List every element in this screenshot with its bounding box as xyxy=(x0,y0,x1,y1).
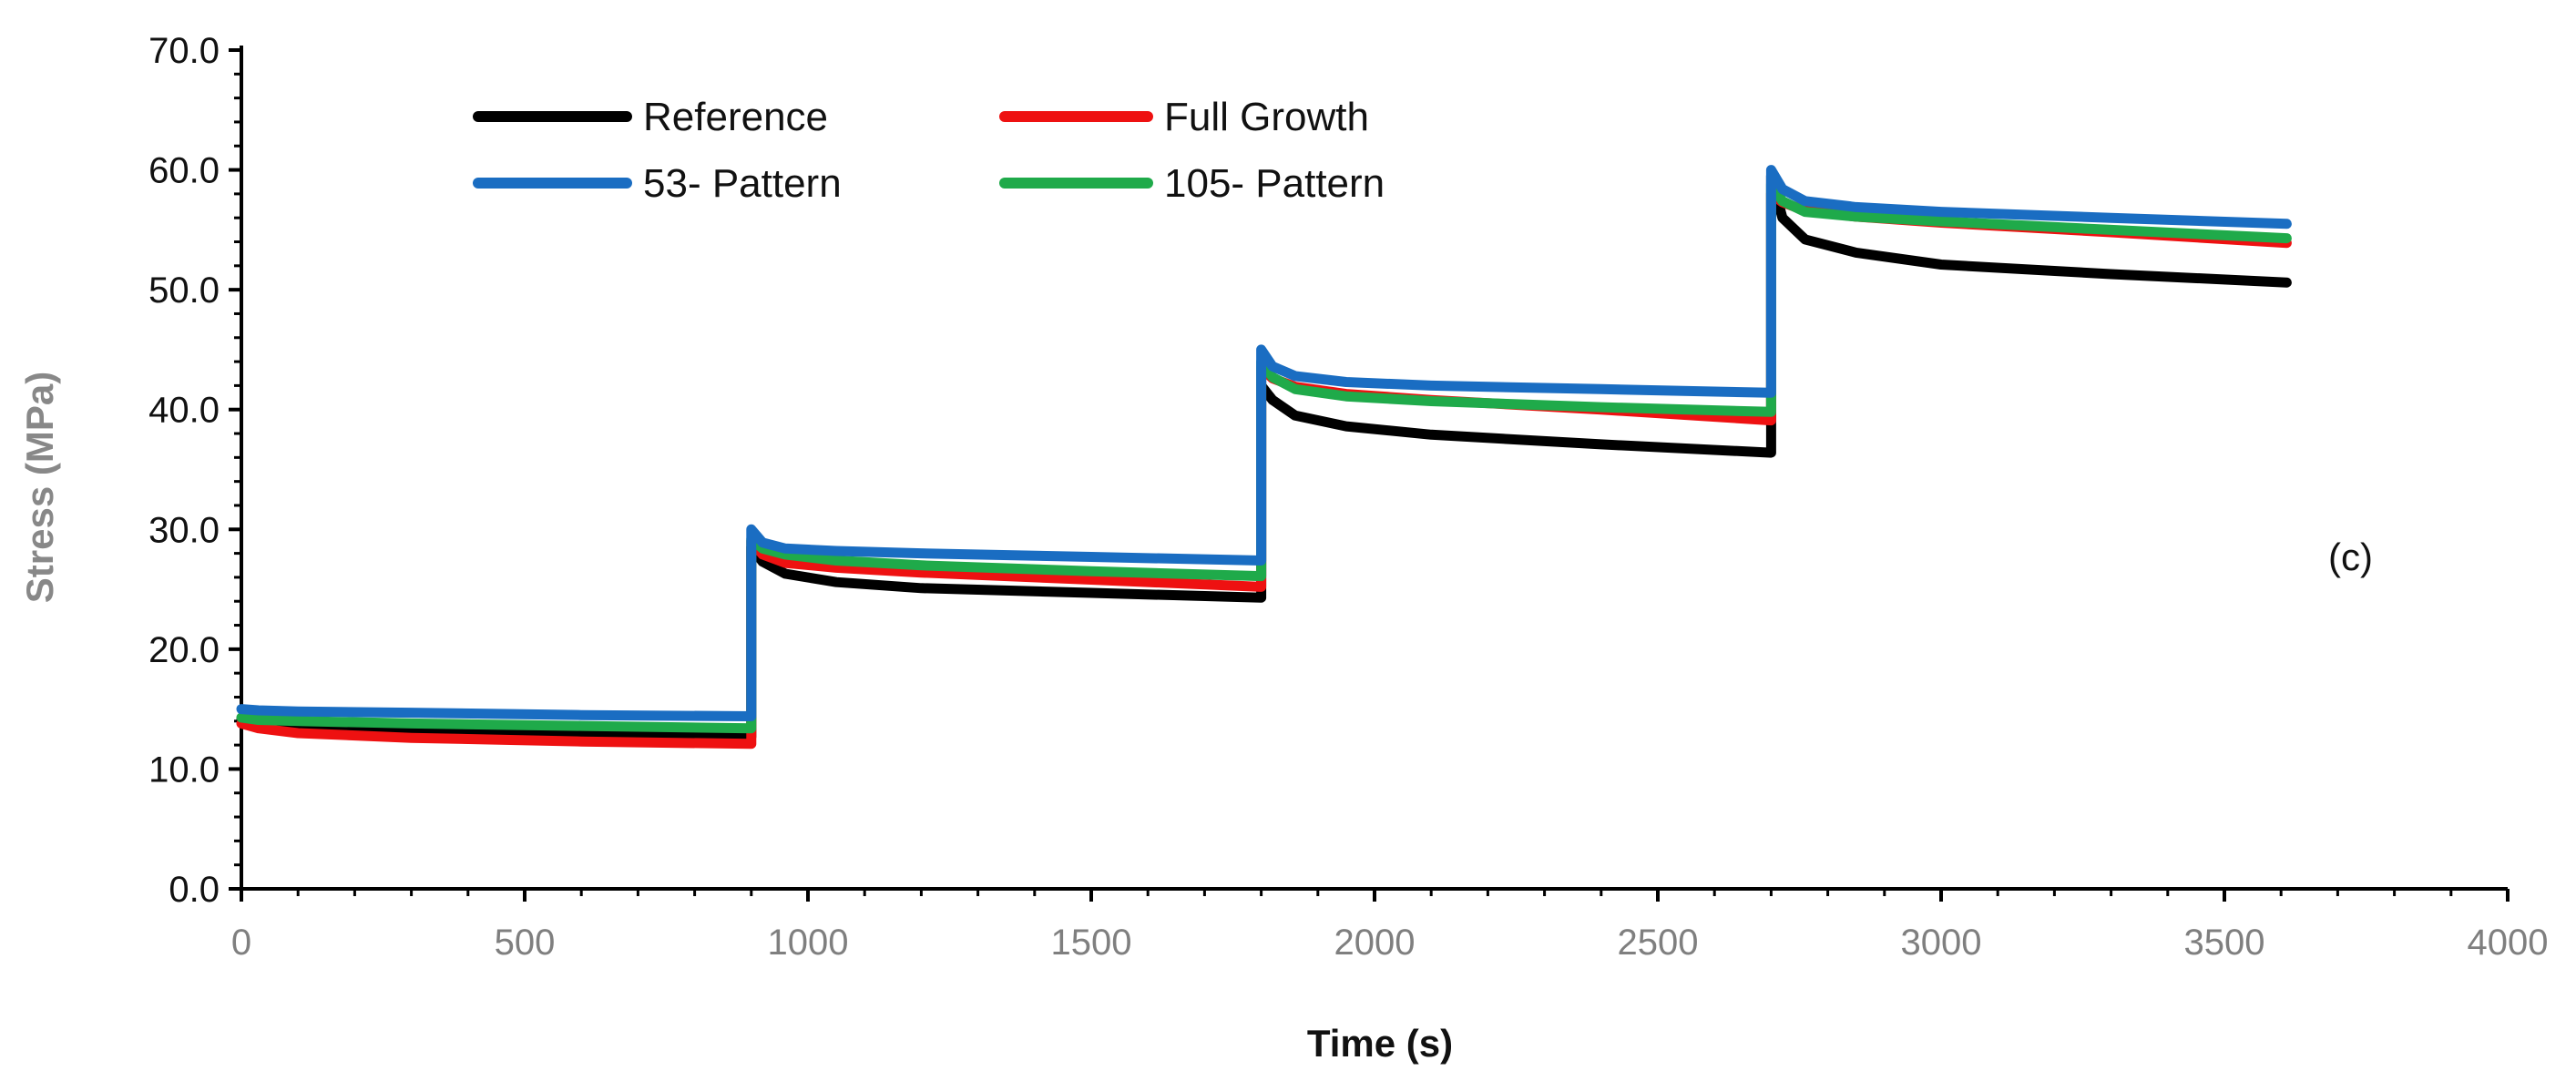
x-tick-label: 4000 xyxy=(2468,923,2549,963)
x-tick-label: 2500 xyxy=(1618,923,1699,963)
panel-annotation: (c) xyxy=(2328,535,2373,578)
x-tick-label: 2000 xyxy=(1334,923,1416,963)
series-line-53-pattern xyxy=(236,165,2292,721)
y-tick-label: 30.0 xyxy=(148,510,220,550)
y-tick-label: 70.0 xyxy=(148,31,220,71)
x-axis-title: Time (s) xyxy=(1307,1022,1453,1065)
legend: Reference Full Growth 53- Pattern 105- P… xyxy=(473,95,1385,206)
y-tick-label: 20.0 xyxy=(148,630,220,670)
y-tick-label: 10.0 xyxy=(148,750,220,790)
legend-label-reference: Reference xyxy=(643,95,828,139)
x-tick-label: 3500 xyxy=(2184,923,2265,963)
legend-label-105-pattern: 105- Pattern xyxy=(1164,161,1385,206)
y-axis-title: Stress (MPa) xyxy=(18,372,61,603)
y-tick-label: 60.0 xyxy=(148,151,220,191)
x-tick-label: 0 xyxy=(231,923,251,963)
y-tick-label: 40.0 xyxy=(148,391,220,431)
x-tick-label: 1000 xyxy=(768,923,849,963)
legend-label-53-pattern: 53- Pattern xyxy=(643,161,842,206)
x-tick-label: 500 xyxy=(495,923,556,963)
x-tick-label: 3000 xyxy=(1901,923,1982,963)
y-tick-label: 0.0 xyxy=(169,870,220,910)
axes-group: 0.0 10.0 20.0 30.0 40.0 50.0 60.0 70.0 0 500 1000 1… xyxy=(148,31,2548,963)
x-tick-label: 1500 xyxy=(1051,923,1132,963)
series-group xyxy=(236,165,2292,750)
legend-label-full-growth: Full Growth xyxy=(1164,95,1369,139)
y-tick-label: 50.0 xyxy=(148,270,220,311)
